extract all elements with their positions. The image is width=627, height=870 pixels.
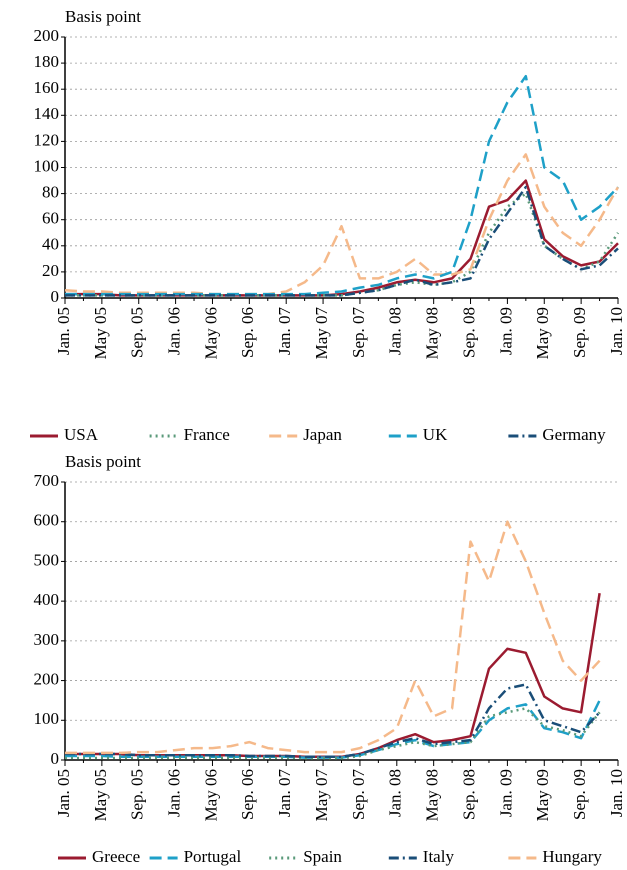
series-line: [65, 683, 601, 759]
x-tick-label: Jan. 08: [386, 769, 405, 817]
x-tick-label: Jan. 06: [165, 307, 184, 355]
x-tick-label: May 06: [201, 769, 220, 821]
legend-label: Greece: [92, 847, 140, 866]
series-line: [65, 74, 619, 296]
x-tick-label: Sep. 06: [238, 769, 257, 820]
x-tick-label: Jan. 09: [496, 769, 515, 817]
y-tick-label: 80: [42, 183, 59, 202]
x-tick-label: Sep. 06: [238, 307, 257, 358]
legend-label: Spain: [303, 847, 342, 866]
y-tick-label: 140: [34, 104, 60, 123]
y-tick-label: 400: [34, 590, 60, 609]
y-tick-label: 180: [34, 52, 60, 71]
legend-label: Hungary: [542, 847, 602, 866]
x-tick-label: Sep. 07: [349, 307, 368, 359]
y-tick-label: 200: [34, 26, 60, 45]
y-tick-label: 300: [34, 630, 60, 649]
x-tick-label: Jan. 07: [275, 307, 294, 356]
x-tick-label: Jan. 05: [54, 307, 73, 355]
x-tick-label: May 07: [312, 307, 331, 360]
x-tick-label: Jan. 10: [607, 307, 626, 355]
x-tick-label: May 05: [91, 769, 110, 821]
y-tick-label: 100: [34, 709, 60, 728]
x-tick-label: May 09: [533, 769, 552, 821]
x-tick-label: May 07: [312, 769, 331, 822]
x-tick-label: Jan. 10: [607, 769, 626, 817]
legend-label: Italy: [423, 847, 455, 866]
y-axis-label: Basis point: [65, 7, 141, 26]
x-tick-label: Sep. 08: [459, 307, 478, 358]
y-tick-label: 160: [34, 78, 60, 97]
x-tick-label: Jan. 08: [386, 307, 405, 355]
y-tick-label: 120: [34, 130, 60, 149]
series-line: [65, 593, 601, 759]
x-tick-label: May 05: [91, 307, 110, 359]
x-tick-label: May 08: [423, 307, 442, 359]
x-tick-label: Jan. 09: [496, 307, 515, 355]
x-tick-label: Sep. 07: [349, 769, 368, 821]
legend-label: UK: [423, 425, 448, 444]
legend-label: France: [184, 425, 230, 444]
y-tick-label: 100: [34, 156, 60, 175]
x-tick-label: Sep. 05: [128, 769, 147, 820]
legend-label: Portugal: [184, 847, 242, 866]
x-tick-label: Jan. 05: [54, 769, 73, 817]
y-tick-label: 0: [51, 287, 60, 306]
x-tick-label: May 08: [423, 769, 442, 821]
y-tick-label: 40: [42, 235, 59, 254]
series-line: [65, 520, 601, 755]
y-tick-label: 60: [42, 209, 59, 228]
x-tick-label: Jan. 06: [165, 769, 184, 817]
x-tick-label: May 09: [533, 307, 552, 359]
series-line: [64, 153, 620, 296]
series-line: [65, 192, 620, 297]
series-line: [65, 185, 619, 297]
series-line: [65, 699, 601, 759]
x-tick-label: Sep. 08: [459, 769, 478, 820]
legend-label: USA: [64, 425, 99, 444]
y-tick-label: 700: [34, 471, 60, 490]
legend-label: Germany: [542, 425, 606, 444]
y-tick-label: 200: [34, 669, 60, 688]
series-line: [65, 179, 619, 297]
x-tick-label: Jan. 07: [275, 769, 294, 818]
y-axis-label: Basis point: [65, 452, 141, 471]
y-tick-label: 0: [51, 749, 60, 768]
x-tick-label: Sep. 09: [570, 307, 589, 358]
x-tick-label: Sep. 05: [128, 307, 147, 358]
y-tick-label: 20: [42, 261, 59, 280]
y-tick-label: 500: [34, 550, 60, 569]
x-tick-label: May 06: [201, 307, 220, 359]
x-tick-label: Sep. 09: [570, 769, 589, 820]
y-tick-label: 600: [34, 511, 60, 530]
legend-label: Japan: [303, 425, 342, 444]
